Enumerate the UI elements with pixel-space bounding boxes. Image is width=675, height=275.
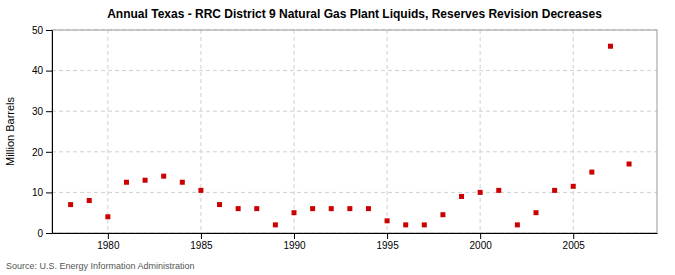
tick-mark: [294, 233, 295, 239]
point: [627, 161, 632, 166]
point: [422, 222, 427, 227]
tick: 1980: [97, 233, 120, 251]
y-axis-title: Million Barrels: [4, 96, 16, 166]
tick-mark: [108, 233, 109, 239]
tick-mark: [201, 233, 202, 239]
tick: 0: [37, 228, 52, 239]
point: [329, 206, 334, 211]
grid-line: [200, 30, 201, 233]
tick-label: 2000: [470, 240, 493, 251]
point: [459, 194, 464, 199]
point: [440, 212, 445, 217]
point: [347, 206, 352, 211]
tick: 40: [32, 65, 52, 76]
point: [236, 206, 241, 211]
point: [571, 184, 576, 189]
tick-mark: [46, 30, 52, 31]
tick-mark: [573, 233, 574, 239]
point: [515, 222, 520, 227]
grid-line: [52, 151, 657, 152]
tick: 1985: [190, 233, 213, 251]
point: [143, 178, 148, 183]
grid-line: [52, 111, 657, 112]
tick-mark: [46, 111, 52, 112]
tick-label: 1990: [283, 240, 306, 251]
tick: 1990: [283, 233, 306, 251]
point: [124, 180, 129, 185]
tick-label: 10: [32, 187, 44, 198]
grid-line: [573, 30, 574, 233]
tick-label: 20: [32, 147, 44, 158]
point: [310, 206, 315, 211]
plot-frame: [52, 30, 657, 233]
tick: 2000: [470, 233, 493, 251]
axis-line: [53, 233, 658, 234]
title: Annual Texas - RRC District 9 Natural Ga…: [107, 7, 602, 21]
grid-line: [387, 30, 388, 233]
tick-label: 0: [37, 228, 43, 239]
tick: 2005: [563, 233, 586, 251]
point: [552, 188, 557, 193]
tick-mark: [46, 152, 52, 153]
axis-line: [52, 31, 53, 234]
tick-label: 1995: [376, 240, 399, 251]
chart: 1980 1985 1990 1995 2000 2005 0 10 20 30 40 50 Annua…: [0, 0, 675, 275]
point: [534, 210, 539, 215]
grid-line: [294, 30, 295, 233]
tick: 30: [32, 106, 52, 117]
point: [385, 218, 390, 223]
tick-label: 1980: [97, 240, 120, 251]
point: [496, 188, 501, 193]
tick: 10: [32, 187, 52, 198]
point: [68, 202, 73, 207]
point: [254, 206, 259, 211]
tick-mark: [46, 192, 52, 193]
tick-mark: [46, 233, 52, 234]
tick-mark: [46, 71, 52, 72]
point: [403, 222, 408, 227]
tick: 1995: [376, 233, 399, 251]
y-axis: 0 10 20 30 40 50: [32, 25, 53, 239]
grid: [52, 30, 657, 233]
point: [161, 174, 166, 179]
points: [68, 44, 631, 228]
tick-label: 30: [32, 106, 44, 117]
tick-label: 2005: [563, 240, 586, 251]
grid-line: [107, 30, 108, 233]
tick-label: 50: [32, 25, 44, 36]
tick: 50: [32, 25, 52, 36]
annotation: Source: U.S. Energy Information Administ…: [6, 261, 195, 271]
point: [589, 170, 594, 175]
point: [217, 202, 222, 207]
point: [105, 214, 110, 219]
tick-mark: [387, 233, 388, 239]
point: [366, 206, 371, 211]
grid-line: [52, 70, 657, 71]
x-axis: 1980 1985 1990 1995 2000 2005: [53, 233, 658, 251]
point: [292, 210, 297, 215]
point: [198, 188, 203, 193]
point: [180, 180, 185, 185]
point: [273, 222, 278, 227]
tick-label: 40: [32, 65, 44, 76]
tick: 20: [32, 147, 52, 158]
point: [87, 198, 92, 203]
point: [608, 44, 613, 49]
tick-label: 1985: [190, 240, 213, 251]
tick-mark: [480, 233, 481, 239]
grid-line: [52, 192, 657, 193]
point: [478, 190, 483, 195]
grid-line: [480, 30, 481, 233]
plot-area: 1980 1985 1990 1995 2000 2005 0 10 20 30 40 50: [32, 25, 658, 251]
